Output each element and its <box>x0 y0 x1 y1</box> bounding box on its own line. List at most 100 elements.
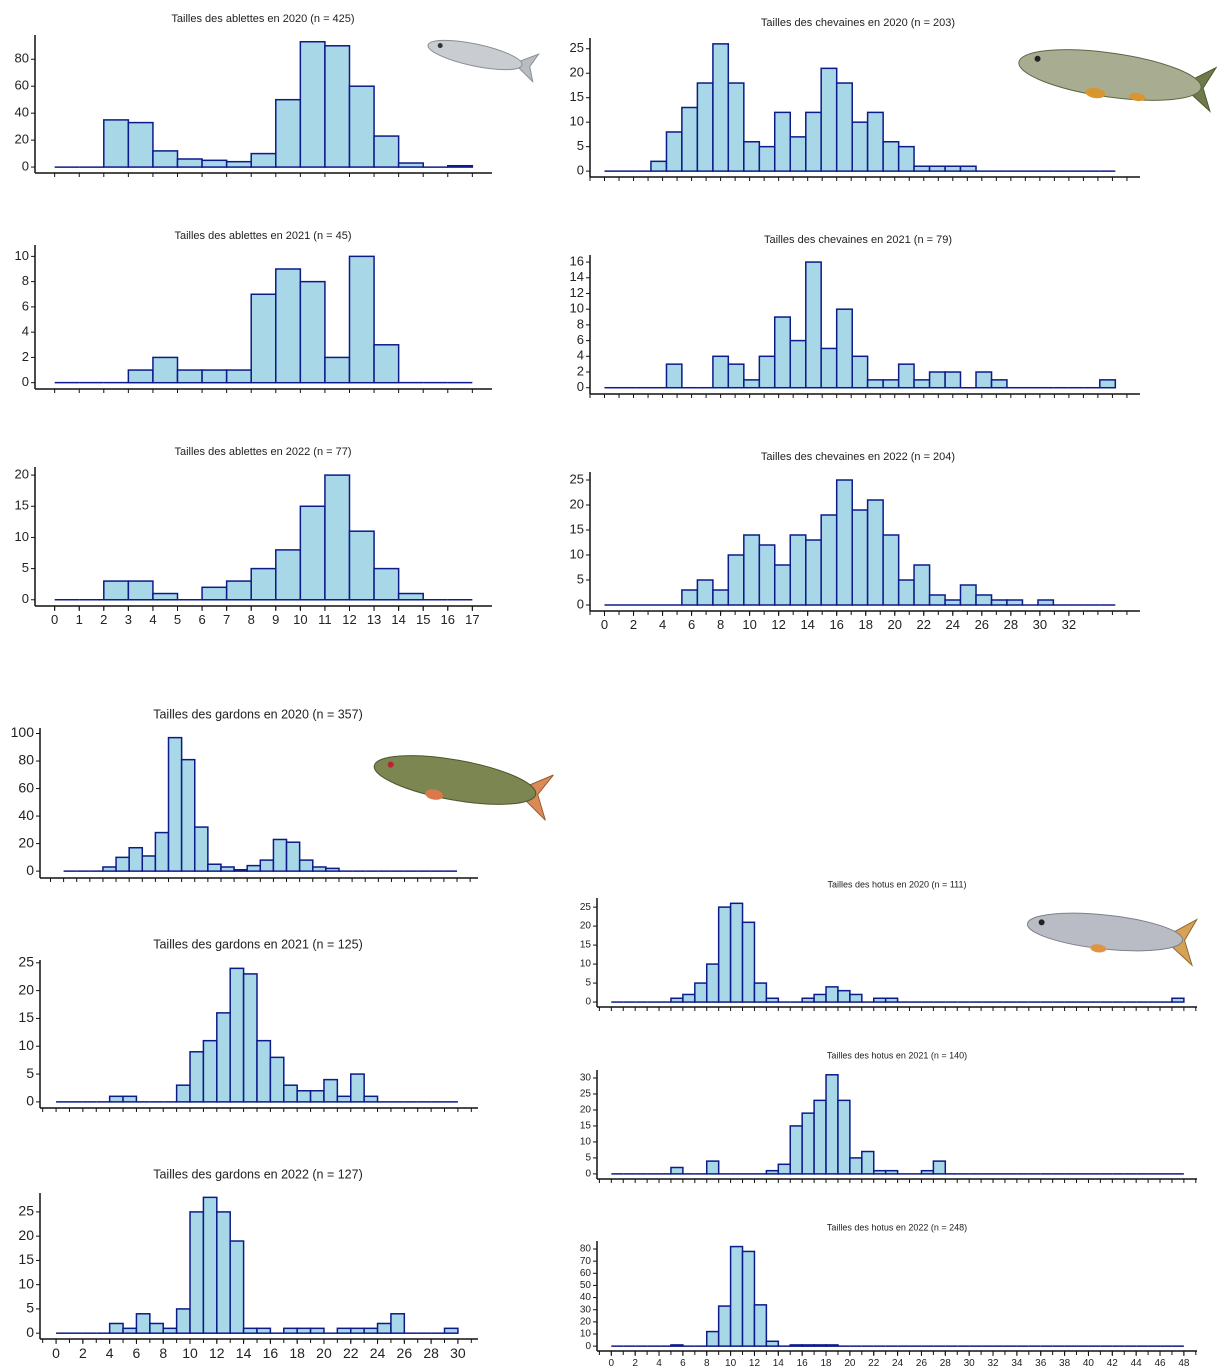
y-tick-label: 20 <box>580 1317 592 1328</box>
y-tick-label: 0 <box>22 159 29 174</box>
x-tick-label: 0 <box>609 1358 615 1369</box>
y-tick-label: 15 <box>18 1009 34 1025</box>
y-tick-label: 16 <box>570 254 584 269</box>
x-tick-label: 15 <box>416 612 430 627</box>
bar <box>681 589 699 606</box>
bar <box>363 1095 379 1103</box>
bar <box>727 82 745 172</box>
y-tick-label: 25 <box>580 902 592 913</box>
bar <box>882 534 900 606</box>
bar <box>801 1112 815 1175</box>
chart-title: Tailles des ablettes en 2022 (n = 77) <box>174 446 351 458</box>
y-tick-label: 20 <box>15 132 29 147</box>
bar <box>348 85 375 168</box>
y-tick-label: 0 <box>26 1093 34 1109</box>
bar <box>229 1240 245 1334</box>
y-tick-label: 15 <box>18 1251 34 1267</box>
y-tick-label: 10 <box>15 529 29 544</box>
bar <box>882 141 900 172</box>
bar <box>851 509 869 606</box>
bar <box>272 838 288 872</box>
y-tick-label: 4 <box>577 348 584 363</box>
x-tick-label: 9 <box>272 612 279 627</box>
bar <box>324 356 351 384</box>
bar <box>312 866 327 872</box>
x-tick-label: 10 <box>725 1358 737 1369</box>
bar <box>765 1169 780 1175</box>
bar <box>207 863 222 872</box>
y-tick-label: 80 <box>18 752 34 768</box>
x-tick-label: 8 <box>704 1358 710 1369</box>
x-tick-label: 32 <box>987 1358 999 1369</box>
bar <box>741 1250 756 1347</box>
bar <box>920 1169 935 1175</box>
bar <box>309 1090 325 1103</box>
bar <box>866 111 884 172</box>
bar <box>884 997 899 1003</box>
bar <box>820 347 838 389</box>
y-tick-label: 10 <box>580 1329 592 1340</box>
bar <box>872 997 887 1003</box>
chart-title: Tailles des chevaines en 2022 (n = 204) <box>761 451 955 463</box>
bar <box>789 1344 803 1347</box>
y-tick-label: 5 <box>585 1153 591 1164</box>
x-tick-label: 3 <box>125 612 132 627</box>
bar <box>296 1090 312 1103</box>
x-tick-label: 24 <box>892 1358 904 1369</box>
bar <box>727 554 745 606</box>
bar <box>443 1327 459 1334</box>
y-tick-label: 25 <box>18 953 34 969</box>
x-tick-label: 12 <box>342 612 356 627</box>
y-tick-label: 20 <box>570 496 584 511</box>
y-tick-label: 80 <box>15 51 29 66</box>
x-tick-label: 36 <box>1035 1358 1047 1369</box>
bar <box>108 1095 124 1103</box>
bar <box>773 316 792 389</box>
x-tick-label: 1 <box>76 612 83 627</box>
bar <box>298 859 314 872</box>
y-tick-label: 30 <box>580 1073 592 1084</box>
bar <box>283 1327 298 1334</box>
bar <box>1099 379 1117 389</box>
bar <box>729 902 744 1003</box>
bar <box>324 474 351 601</box>
y-tick-label: 5 <box>26 1300 34 1316</box>
bar <box>250 293 277 384</box>
bar <box>743 534 761 606</box>
bar <box>128 846 144 872</box>
y-tick-label: 10 <box>580 1137 592 1148</box>
x-tick-label: 6 <box>133 1345 141 1361</box>
bar <box>154 831 170 872</box>
bar <box>872 1169 887 1175</box>
bar <box>225 369 252 384</box>
bar <box>103 119 130 168</box>
x-tick-label: 2 <box>79 1345 87 1361</box>
bar <box>866 379 884 389</box>
bar <box>990 379 1008 389</box>
y-tick-label: 6 <box>577 332 584 347</box>
bar <box>705 963 720 1003</box>
x-tick-label: 28 <box>940 1358 952 1369</box>
bar <box>175 1084 191 1103</box>
bar <box>717 1305 732 1347</box>
x-tick-label: 2 <box>630 617 637 632</box>
bar <box>283 1084 298 1103</box>
bar <box>229 967 245 1103</box>
bar <box>835 479 853 606</box>
bar <box>242 973 258 1103</box>
bar <box>773 111 792 172</box>
x-tick-label: 4 <box>659 617 666 632</box>
bar <box>758 145 776 172</box>
bar <box>233 868 248 872</box>
bar <box>670 1344 684 1347</box>
bar <box>975 371 993 389</box>
bar <box>897 145 915 172</box>
bar <box>325 867 340 872</box>
bar <box>390 1313 406 1334</box>
bar <box>397 162 424 168</box>
y-tick-label: 15 <box>570 521 584 536</box>
x-tick-label: 20 <box>316 1345 332 1361</box>
bar <box>773 564 792 606</box>
bar <box>801 997 815 1003</box>
